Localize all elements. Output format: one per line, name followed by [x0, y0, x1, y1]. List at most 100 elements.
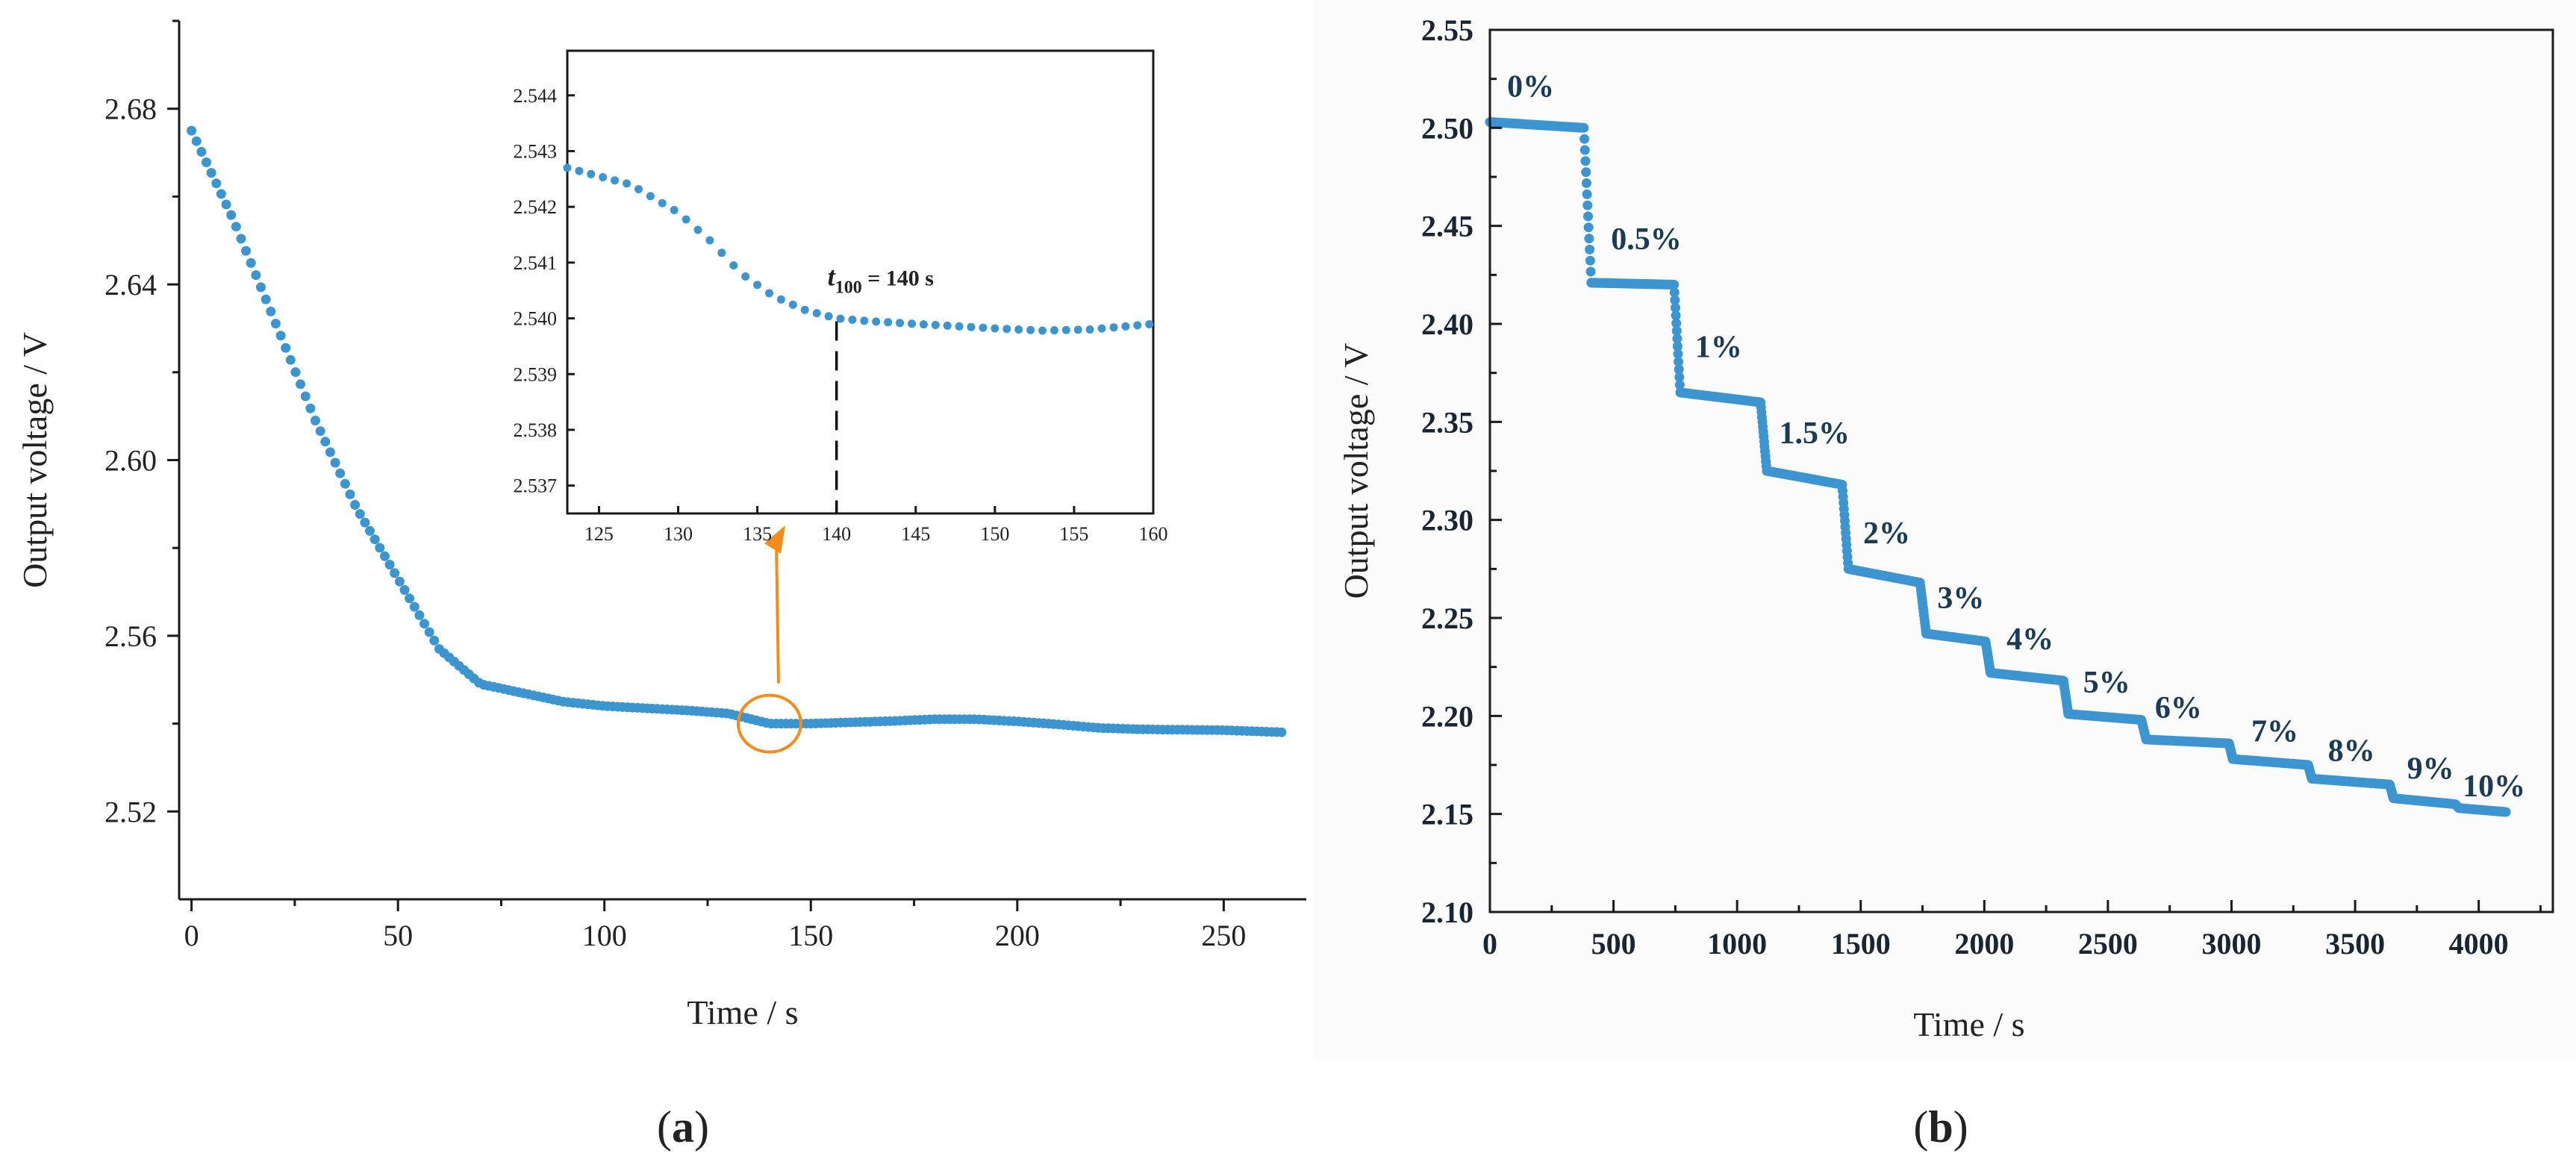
inset-y-tick-label: 2.538 [514, 419, 558, 441]
chart-b-step-labels: 0% 0.5% 1% 1.5% 2% 3% 4% 5% 6% 7% 8% 9% 10% [1507, 69, 2525, 804]
inset-point-8 [658, 199, 667, 207]
chart-b-step-label: 4% [2006, 622, 2053, 657]
chart-a-panel-label-letter: a [672, 1102, 694, 1152]
chart-b-y-tick-label: 2.40 [1421, 307, 1473, 341]
chart-a-point-45 [409, 602, 420, 612]
chart-b-point-81 [1581, 178, 1591, 188]
chart-b-point-167 [1674, 357, 1684, 367]
chart-a-point-34 [355, 509, 365, 519]
chart-b-y-tick-label: 2.20 [1421, 699, 1473, 733]
chart-b-panel-label-open: ( [1913, 1102, 1928, 1152]
chart-a-y-axis-label: Output voltage / V [16, 332, 54, 588]
chart-b-x-tick-label: 0 [1482, 927, 1497, 960]
inset-point-28 [896, 319, 904, 328]
chart-b-point-162 [1671, 318, 1682, 328]
chart-b-panel-label-close: ) [1953, 1102, 1968, 1152]
chart-a-point-3 [202, 157, 211, 167]
chart-b-point-161 [1671, 310, 1681, 321]
inset-point-16 [753, 281, 762, 290]
inset-point-47 [1121, 322, 1130, 331]
chart-b-step-label: 3% [1937, 581, 1984, 616]
chart-a-point-10 [236, 234, 246, 244]
chart-b-point-166 [1673, 349, 1683, 359]
chart-b-y-tick-label: 2.45 [1421, 210, 1473, 243]
inset-point-48 [1133, 321, 1142, 330]
inset-point-45 [1097, 324, 1106, 333]
chart-a-point-41 [390, 568, 400, 578]
chart-a-point-9 [231, 222, 241, 232]
chart-b-point-85 [1583, 222, 1594, 233]
chart-b-point-165 [1672, 341, 1682, 352]
inset-point-31 [931, 321, 940, 329]
inset-x-tick-label: 145 [901, 523, 930, 545]
chart-b-point-163 [1671, 325, 1682, 336]
inset-x-tick-label: 130 [664, 523, 693, 545]
chart-a-point-40 [384, 560, 395, 570]
inset-x-tick-label: 125 [584, 523, 614, 545]
chart-b-step-label: 0.5% [1611, 222, 1682, 257]
chart-a-point-39 [380, 551, 390, 561]
chart-a-point-43 [399, 585, 410, 595]
chart-a-point-49 [429, 635, 440, 646]
chart-b-point-83 [1582, 200, 1593, 210]
inset-point-9 [670, 206, 679, 214]
chart-b-x-tick-label: 2500 [2078, 927, 2138, 960]
inset-point-2 [587, 169, 596, 178]
chart-a-point-37 [369, 534, 380, 545]
chart-a-point-15 [261, 294, 271, 304]
inset-point-35 [979, 323, 988, 332]
chart-b-step-label: 1.5% [1779, 416, 1850, 451]
chart-a-series [187, 125, 1287, 737]
chart-a-point-17 [270, 319, 281, 329]
chart-a-point-36 [365, 525, 375, 536]
inset-x-tick-label: 150 [980, 523, 1009, 545]
chart-b-y-tick-label: 2.15 [1421, 798, 1473, 831]
chart-a-point-16 [266, 306, 276, 316]
chart-a-point-48 [424, 627, 434, 637]
chart-b-x-tick-label: 4000 [2449, 927, 2509, 960]
chart-a-y-tick-label: 2.68 [105, 93, 157, 126]
chart-b-y-axis-label: Output voltage / V [1337, 343, 1375, 599]
inset-point-17 [765, 289, 773, 298]
chart-a-point-4 [206, 168, 216, 178]
chart-b-point-89 [1585, 266, 1596, 277]
inset-point-29 [908, 319, 916, 328]
chart-b-step-label: 6% [2155, 691, 2202, 725]
chart-a-point-6 [216, 189, 226, 199]
chart-b-point-82 [1582, 189, 1592, 199]
chart-a-y-tick-label: 2.60 [105, 444, 157, 478]
chart-b-point-87 [1585, 244, 1595, 254]
chart-b-series [1485, 117, 2511, 817]
inset-point-15 [741, 272, 750, 281]
chart-a-point-23 [300, 391, 311, 402]
chart-b-step-label: 7% [2251, 714, 2298, 749]
chart-b-point-79 [1580, 156, 1591, 166]
inset-point-40 [1038, 326, 1047, 335]
chart-a-point-24 [305, 403, 316, 413]
inset-point-43 [1073, 325, 1082, 334]
chart-b-background [1314, 0, 2576, 1060]
chart-a-point-44 [405, 593, 415, 604]
chart-a-ticks: 0 50 100 150 200 250 2.52 2.56 2.60 2.64 2.68 [105, 19, 1246, 952]
inset-point-25 [860, 316, 869, 325]
chart-b-x-tick-label: 2000 [1954, 927, 2014, 960]
chart-a-y-tick-label: 2.64 [105, 268, 157, 302]
chart-a-point-5 [211, 178, 222, 189]
inset-point-44 [1085, 325, 1094, 334]
inset-y-tick-label: 2.539 [514, 363, 558, 385]
inset-point-22 [824, 312, 833, 321]
chart-a-highlight-arrow [775, 540, 780, 684]
inset-point-24 [848, 315, 857, 324]
chart-b-step-label: 0% [1507, 69, 1554, 104]
chart-b-x-tick-label: 500 [1591, 927, 1636, 960]
chart-b-point-158 [1669, 287, 1680, 298]
chart-a-panel-label: (a) [657, 1102, 709, 1152]
inset-x-tick-label: 135 [743, 523, 772, 545]
chart-b-point-80 [1581, 167, 1591, 178]
chart-a-x-tick-label: 150 [788, 919, 833, 952]
inset-point-23 [836, 314, 845, 323]
inset-point-0 [563, 163, 572, 172]
inset-y-tick-label: 2.537 [514, 475, 558, 497]
chart-b-y-tick-label: 2.30 [1421, 504, 1473, 537]
chart-a-point-8 [226, 210, 237, 220]
